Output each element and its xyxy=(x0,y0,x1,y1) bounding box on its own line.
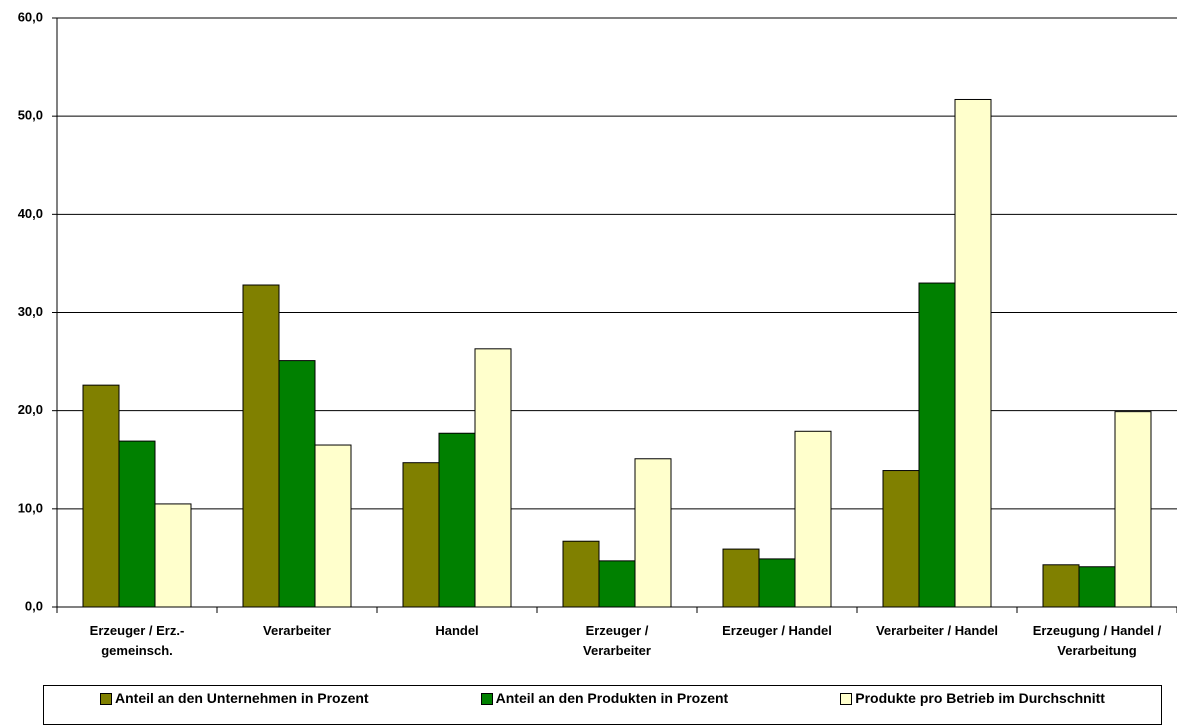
y-tick-label: 10,0 xyxy=(18,500,43,515)
bar xyxy=(758,558,796,608)
y-tick-label: 0,0 xyxy=(25,598,43,613)
legend-item: Produkte pro Betrieb im Durchschnitt xyxy=(840,690,1105,724)
bar xyxy=(474,348,512,608)
legend-item: Anteil an den Unternehmen in Prozent xyxy=(100,690,369,724)
x-tick-label: Verarbeiter xyxy=(263,623,331,638)
y-tick-label: 40,0 xyxy=(18,206,43,221)
x-tick-label: Erzeugung / Handel / Verarbeitung xyxy=(1032,623,1162,658)
x-tick-label: Erzeuger / Erz.- gemeinsch. xyxy=(89,623,185,658)
bar xyxy=(954,98,992,608)
bar xyxy=(278,360,316,608)
bar xyxy=(314,444,352,608)
bar xyxy=(154,503,192,608)
bar xyxy=(82,384,120,608)
bar xyxy=(918,282,956,608)
bar xyxy=(562,540,600,608)
bar xyxy=(242,284,280,608)
bar xyxy=(1114,411,1152,608)
legend-label: Anteil an den Unternehmen in Prozent xyxy=(115,690,369,706)
legend-swatch xyxy=(840,693,853,705)
x-tick-label: Handel xyxy=(435,623,479,638)
bar xyxy=(882,470,920,608)
x-tick-label: Erzeuger / Verarbeiter xyxy=(583,623,651,658)
legend-item: Anteil an den Produkten in Prozent xyxy=(480,690,729,724)
bar xyxy=(1042,564,1080,608)
legend: Anteil an den Unternehmen in Prozent Ante… xyxy=(43,685,1162,725)
bar xyxy=(794,430,832,608)
y-tick-label: 60,0 xyxy=(18,9,43,24)
chart: 0,0 10,0 20,0 30,0 40,0 50,0 60,0 xyxy=(18,9,1177,613)
legend-label: Anteil an den Produkten in Prozent xyxy=(495,690,729,706)
legend-label: Produkte pro Betrieb im Durchschnitt xyxy=(855,690,1105,706)
bar xyxy=(722,548,760,608)
bar xyxy=(1078,566,1116,608)
bar xyxy=(598,560,636,608)
x-tick-label: Erzeuger / Handel xyxy=(722,623,832,638)
x-tick-label: Verarbeiter / Handel xyxy=(875,623,999,638)
legend-swatch xyxy=(100,693,113,705)
bar xyxy=(634,458,672,608)
bar xyxy=(438,432,476,608)
y-tick-label: 50,0 xyxy=(18,108,43,123)
bar xyxy=(402,462,440,608)
bar xyxy=(118,440,156,608)
y-tick-label: 30,0 xyxy=(18,304,43,319)
y-tick-label: 20,0 xyxy=(18,402,43,417)
legend-swatch xyxy=(480,693,493,705)
